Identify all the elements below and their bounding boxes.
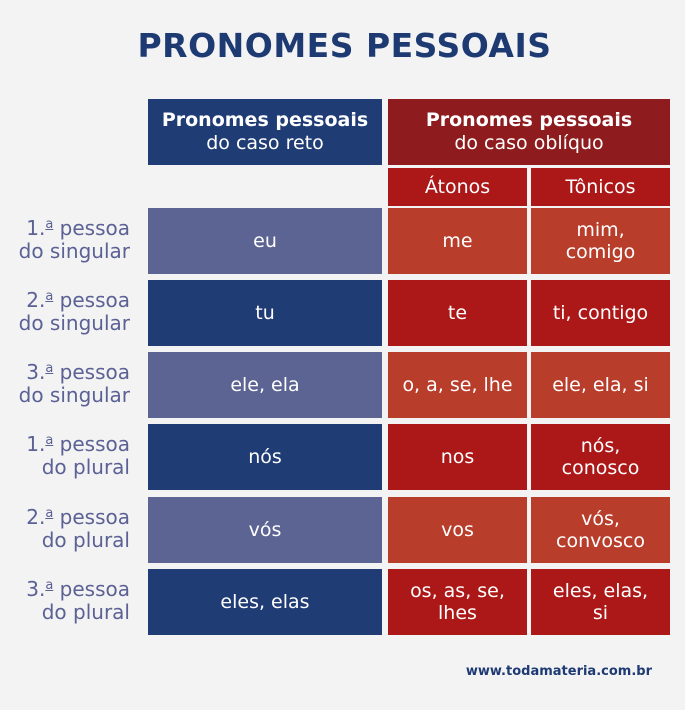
- row-label-number: do singular: [18, 239, 130, 263]
- header-caso-reto-line1: Pronomes pessoais: [161, 109, 369, 131]
- table-cell-atonos: os, as, se, lhes: [388, 569, 527, 635]
- table-cell-reto: nós: [148, 424, 382, 490]
- table-cell-atonos: o, a, se, lhe: [388, 352, 527, 418]
- row-label: 1.a pessoa do singular: [0, 217, 130, 263]
- row-label-person: pessoa: [53, 577, 130, 601]
- header-caso-obliquo: Pronomes pessoais do caso oblíquo: [388, 99, 670, 165]
- row-label: 3.a pessoa do singular: [0, 361, 130, 407]
- row-label-number: do plural: [41, 528, 130, 552]
- table-cell-tonicos: vós, convosco: [531, 497, 670, 563]
- row-label-ordinal: 1.: [26, 216, 46, 240]
- row-label-ordinal: 3.: [26, 360, 46, 384]
- row-label-ordinal: 2.: [26, 288, 46, 312]
- row-label-ordinal: 2.: [26, 505, 46, 529]
- ordinal-mark: a: [45, 361, 54, 376]
- subheader-tonicos: Tônicos: [531, 168, 670, 206]
- header-caso-obliquo-line1: Pronomes pessoais: [425, 109, 633, 131]
- ordinal-mark: a: [45, 217, 54, 232]
- header-caso-reto-line2: do caso reto: [206, 132, 324, 154]
- row-label: 3.a pessoa do plural: [0, 578, 130, 624]
- subheader-atonos: Átonos: [388, 168, 527, 206]
- table-cell-tonicos: mim, comigo: [531, 208, 670, 274]
- ordinal-mark: a: [45, 506, 54, 521]
- table-cell-tonicos: ele, ela, si: [531, 352, 670, 418]
- table-cell-tonicos: eles, elas, si: [531, 569, 670, 635]
- row-label-person: pessoa: [53, 360, 130, 384]
- ordinal-mark: a: [45, 289, 54, 304]
- row-label: 1.a pessoa do plural: [0, 433, 130, 479]
- table-cell-reto: ele, ela: [148, 352, 382, 418]
- row-label-person: pessoa: [53, 505, 130, 529]
- header-caso-reto: Pronomes pessoais do caso reto: [148, 99, 382, 165]
- row-label-number: do singular: [18, 311, 130, 335]
- row-label-person: pessoa: [53, 216, 130, 240]
- row-label: 2.a pessoa do plural: [0, 506, 130, 552]
- source-link[interactable]: www.todamateria.com.br: [465, 664, 652, 679]
- ordinal-mark: a: [45, 433, 54, 448]
- table-cell-tonicos: nós, conosco: [531, 424, 670, 490]
- table-cell-atonos: te: [388, 280, 527, 346]
- row-label-person: pessoa: [53, 288, 130, 312]
- table-cell-reto: eles, elas: [148, 569, 382, 635]
- row-label-ordinal: 1.: [26, 432, 46, 456]
- row-label-number: do plural: [41, 600, 130, 624]
- header-caso-obliquo-line2: do caso oblíquo: [454, 132, 604, 154]
- row-label: 2.a pessoa do singular: [0, 289, 130, 335]
- row-label-number: do singular: [18, 383, 130, 407]
- table-cell-atonos: vos: [388, 497, 527, 563]
- row-label-ordinal: 3.: [26, 577, 46, 601]
- table-cell-reto: eu: [148, 208, 382, 274]
- row-label-person: pessoa: [53, 432, 130, 456]
- row-label-number: do plural: [41, 455, 130, 479]
- page-title: PRONOMES PESSOAIS: [137, 26, 552, 65]
- table-cell-reto: vós: [148, 497, 382, 563]
- table-cell-atonos: nos: [388, 424, 527, 490]
- table-cell-atonos: me: [388, 208, 527, 274]
- ordinal-mark: a: [45, 578, 54, 593]
- table-cell-reto: tu: [148, 280, 382, 346]
- table-cell-tonicos: ti, contigo: [531, 280, 670, 346]
